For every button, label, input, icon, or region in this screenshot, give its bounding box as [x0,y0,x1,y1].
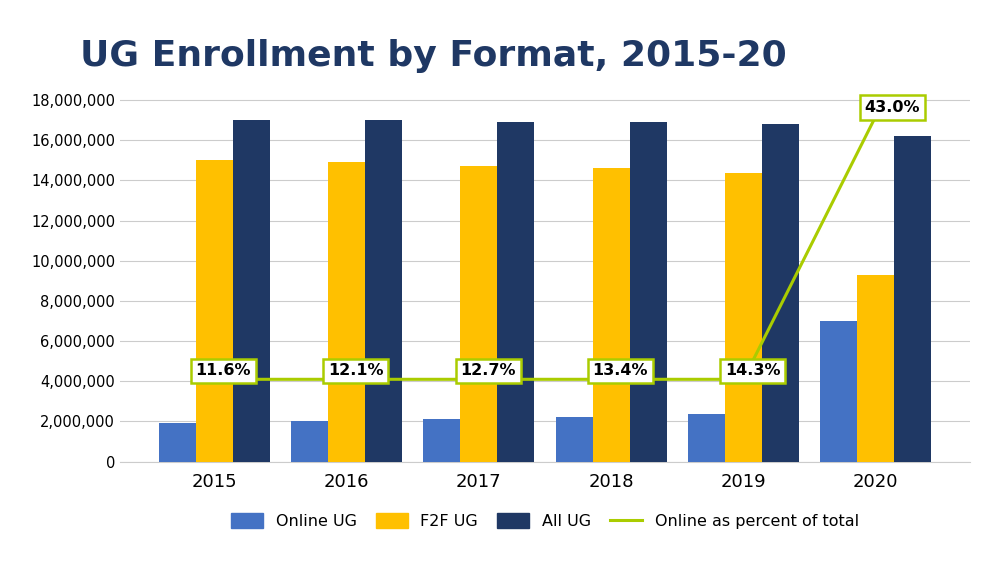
Bar [291,422,328,462]
Text: 14.3%: 14.3% [725,363,780,378]
Bar [423,419,460,462]
Text: 12.7%: 12.7% [460,363,516,378]
Bar [593,168,630,462]
Text: UG Enrollment by Format, 2015-20: UG Enrollment by Format, 2015-20 [80,39,787,73]
Bar [328,162,365,462]
Bar [630,122,667,462]
Bar [820,321,857,462]
Bar [460,167,497,462]
Bar [762,124,799,462]
Text: 43.0%: 43.0% [865,100,920,115]
Bar [233,120,270,462]
Bar [196,160,233,462]
Bar [556,418,593,462]
Bar [857,275,894,462]
Bar [159,423,196,462]
Bar [894,136,931,462]
Bar [688,414,725,462]
Text: 12.1%: 12.1% [328,363,384,378]
Text: 13.4%: 13.4% [593,363,648,378]
Legend: Online UG, F2F UG, All UG, Online as percent of total: Online UG, F2F UG, All UG, Online as per… [224,507,866,535]
Text: 11.6%: 11.6% [196,363,251,378]
Bar [497,122,534,462]
Bar [725,173,762,462]
Bar [365,120,402,462]
